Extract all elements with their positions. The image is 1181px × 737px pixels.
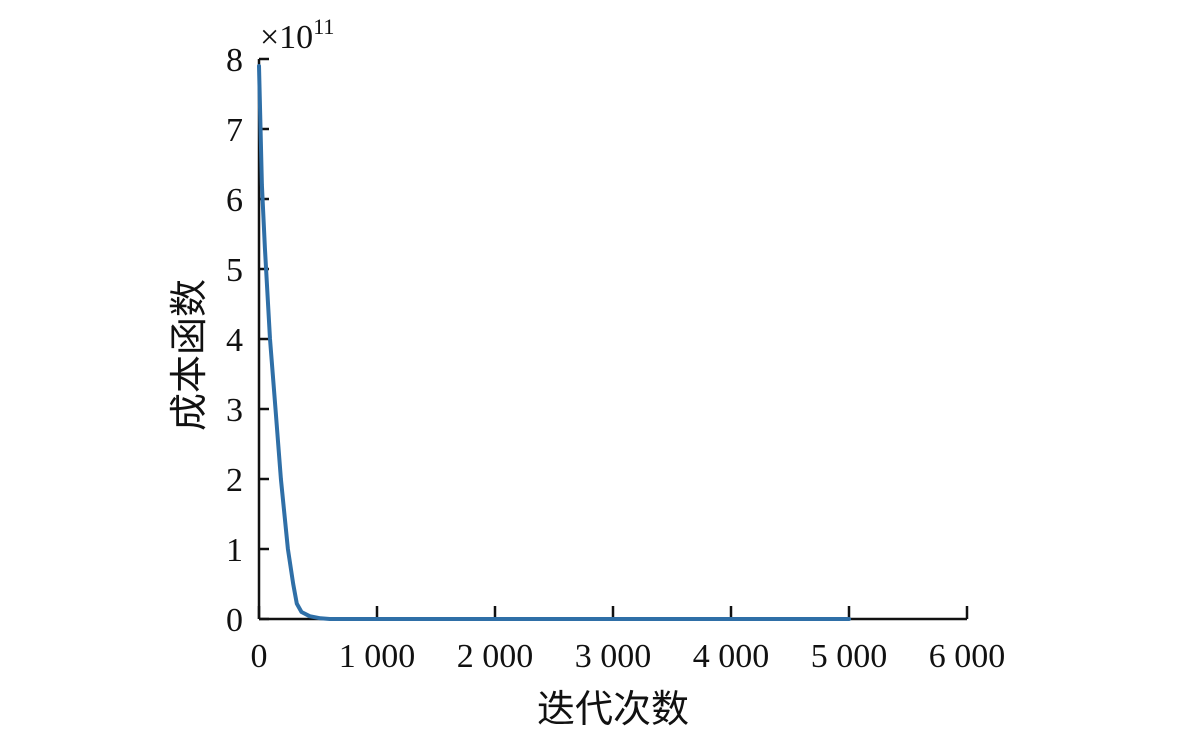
y-tick-label: 0 — [226, 602, 243, 639]
series-line — [257, 64, 851, 621]
y-tick-label: 8 — [226, 42, 243, 79]
y-tick-label: 2 — [226, 462, 243, 499]
x-tick-label: 2 000 — [457, 638, 534, 675]
y-multiplier: ×1011 — [260, 14, 334, 56]
x-tick-label: 5 000 — [811, 638, 888, 675]
x-tick-label: 1 000 — [339, 638, 416, 675]
x-axis-label: 迭代次数 — [537, 687, 689, 731]
y-tick-label: 7 — [226, 112, 243, 149]
x-tick-label: 4 000 — [693, 638, 770, 675]
y-tick-label: 6 — [226, 182, 243, 219]
x-tick-label: 3 000 — [575, 638, 652, 675]
y-tick-label: 5 — [226, 252, 243, 289]
y-tick-label: 1 — [226, 532, 243, 569]
y-axis-label: 成本函数 — [167, 279, 211, 431]
x-tick-label: 6 000 — [929, 638, 1006, 675]
y-tick-label: 4 — [226, 322, 243, 359]
y-tick-label: 3 — [226, 392, 243, 429]
x-tick-label: 0 — [251, 638, 268, 675]
